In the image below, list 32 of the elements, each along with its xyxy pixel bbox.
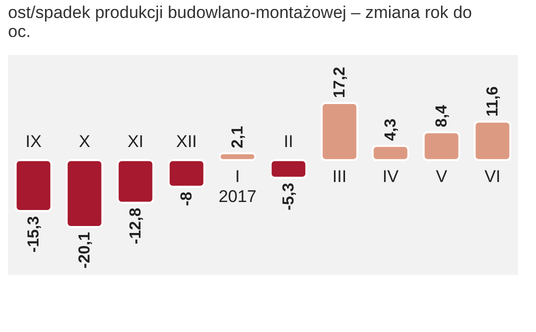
bar xyxy=(168,159,206,188)
bar xyxy=(474,120,512,162)
bar xyxy=(218,152,256,162)
data-label: 2,1 xyxy=(230,126,246,148)
x-tick-label: II xyxy=(284,132,294,152)
bar xyxy=(66,159,104,228)
x-tick-label: XI xyxy=(127,132,144,152)
bar xyxy=(422,131,460,162)
data-label: -12,8 xyxy=(128,208,144,244)
data-label: -5,3 xyxy=(280,182,298,210)
data-label: -15,3 xyxy=(26,216,42,253)
bar xyxy=(372,144,410,162)
data-label: 11,6 xyxy=(484,86,502,117)
x-tick-label: I 2017 xyxy=(218,167,256,206)
x-tick-label: III xyxy=(332,167,347,186)
x-tick-label: IV xyxy=(382,167,400,186)
x-tick-label: IX xyxy=(25,132,42,152)
bar xyxy=(320,102,358,162)
x-tick-label: V xyxy=(436,167,448,186)
x-tick-label: VI xyxy=(484,167,501,186)
data-label: 17,2 xyxy=(332,66,348,98)
x-tick-label: X xyxy=(78,132,90,152)
data-label: 4,3 xyxy=(382,118,400,141)
data-label: -20,1 xyxy=(76,232,94,268)
data-label: 8,4 xyxy=(434,104,450,128)
data-label: -8 xyxy=(178,192,196,206)
bar xyxy=(116,159,154,204)
chart-subtitle: oc. xyxy=(8,22,31,41)
chart-title: ost/spadek produkcji budowlano-montażowej – zmiana rok do xyxy=(8,3,472,22)
bar xyxy=(14,159,52,212)
bar xyxy=(270,159,308,179)
x-tick-label: XII xyxy=(176,132,197,152)
